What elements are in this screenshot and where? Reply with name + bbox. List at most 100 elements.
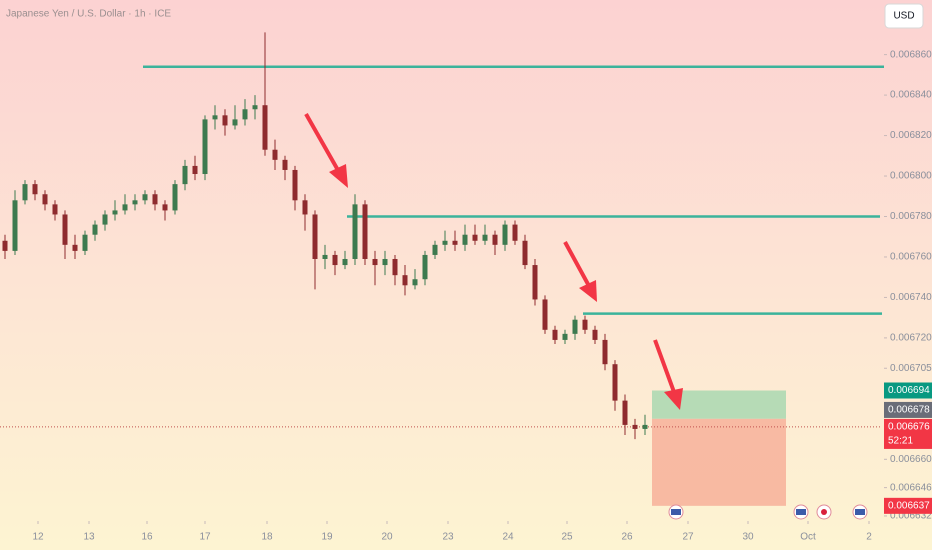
flag: [671, 509, 681, 515]
candle-body: [392, 258, 398, 276]
arrow-head: [664, 388, 683, 410]
price-marker: [884, 497, 932, 514]
arrow-head: [579, 280, 597, 302]
price-marker-label: 0.006678: [888, 405, 930, 416]
x-tick-label: 13: [83, 532, 95, 543]
y-tick-label: 0.006780: [890, 211, 932, 222]
y-tick-label: 0.006820: [890, 130, 932, 141]
price-marker: [884, 401, 932, 418]
price-marker-label: 0.006637: [888, 500, 930, 511]
candle-body: [72, 244, 78, 251]
candle-body: [152, 194, 158, 205]
x-tick-label: 12: [32, 532, 44, 543]
candle-body: [252, 105, 258, 110]
candle-body: [312, 214, 318, 259]
candle-body: [362, 204, 368, 259]
candle-body: [482, 234, 488, 241]
x-tick-label: 20: [381, 532, 393, 543]
candle-body: [42, 194, 48, 205]
flag: [821, 509, 827, 515]
y-tick-label: 0.006705: [890, 363, 932, 374]
candle-body: [522, 240, 528, 266]
y-tick-label: 0.006740: [890, 292, 932, 303]
candle-body: [602, 339, 608, 365]
x-tick-label: 26: [621, 532, 633, 543]
candle-body: [372, 258, 378, 266]
event-icons: [668, 504, 868, 520]
x-tick-label: 17: [199, 532, 211, 543]
candle-body: [552, 329, 558, 340]
candle-body: [432, 244, 438, 255]
candle-body: [502, 224, 508, 245]
candle-body: [472, 234, 478, 241]
candle-body: [402, 275, 408, 286]
currency-button[interactable]: [884, 3, 924, 29]
candle-body: [462, 234, 468, 245]
candle-body: [272, 149, 278, 160]
candle-body: [52, 204, 58, 215]
candle-body: [112, 210, 118, 215]
candle-body: [352, 204, 358, 259]
candle-body: [2, 240, 8, 251]
candle-body: [572, 319, 578, 334]
y-tick-label: 0.006840: [890, 90, 932, 101]
y-tick-label: 0.006660: [890, 454, 932, 465]
x-tick-label: 18: [261, 532, 273, 543]
candle-body: [32, 184, 38, 195]
price-marker-label: 0.006694: [888, 385, 930, 396]
candle-body: [172, 184, 178, 211]
candle-body: [422, 254, 428, 280]
candle-body: [142, 194, 148, 201]
x-tick-label: 16: [141, 532, 153, 543]
y-tick-label: 0.006760: [890, 252, 932, 263]
x-tick-label: 2: [866, 532, 872, 543]
arrow: [563, 241, 591, 287]
y-tick-label: 0.006800: [890, 171, 932, 182]
candle-body: [222, 115, 228, 126]
candle-body: [242, 109, 248, 120]
candle-body: [232, 119, 238, 126]
candle-body: [582, 319, 588, 330]
y-tick-label: 0.006860: [890, 49, 932, 60]
x-tick-label: 24: [502, 532, 514, 543]
candle-body: [342, 258, 348, 266]
candle-body: [562, 333, 568, 340]
candle-body: [192, 165, 198, 175]
candle-body: [82, 234, 88, 251]
price-marker: [884, 418, 932, 449]
candle-body: [322, 254, 328, 259]
candle-body: [452, 240, 458, 245]
loss-zone: [652, 418, 786, 506]
candle-body: [22, 184, 28, 201]
y-tick-label: 0.006720: [890, 333, 932, 344]
candle-body: [642, 424, 648, 429]
y-tick-label: 0.006646: [890, 482, 932, 493]
flag: [796, 509, 806, 515]
candle-body: [292, 169, 298, 201]
candle-body: [442, 240, 448, 245]
candle-body: [542, 299, 548, 330]
candle-body: [202, 119, 208, 175]
candle-body: [632, 424, 638, 429]
candle-body: [412, 279, 418, 286]
x-tick-label: 23: [442, 532, 454, 543]
candle-body: [92, 224, 98, 235]
candle-body: [282, 159, 288, 170]
x-tick-label: 27: [682, 532, 694, 543]
arrow: [304, 113, 341, 173]
arrow: [653, 339, 676, 393]
candle-body: [12, 200, 18, 251]
annotation-arrows: [304, 113, 683, 410]
arrow-head: [329, 164, 348, 188]
candle-body: [332, 254, 338, 266]
x-tick-label: 30: [742, 532, 754, 543]
price-marker: [884, 382, 932, 399]
x-tick-label: 19: [321, 532, 333, 543]
countdown-label: 52:21: [888, 436, 913, 447]
chart-title: Japanese Yen / U.S. Dollar · 1h · ICE: [6, 9, 171, 20]
x-tick-label: 25: [561, 532, 573, 543]
y-tick-label: 0.006632: [890, 511, 932, 522]
x-tick-label: Oct: [800, 532, 816, 543]
